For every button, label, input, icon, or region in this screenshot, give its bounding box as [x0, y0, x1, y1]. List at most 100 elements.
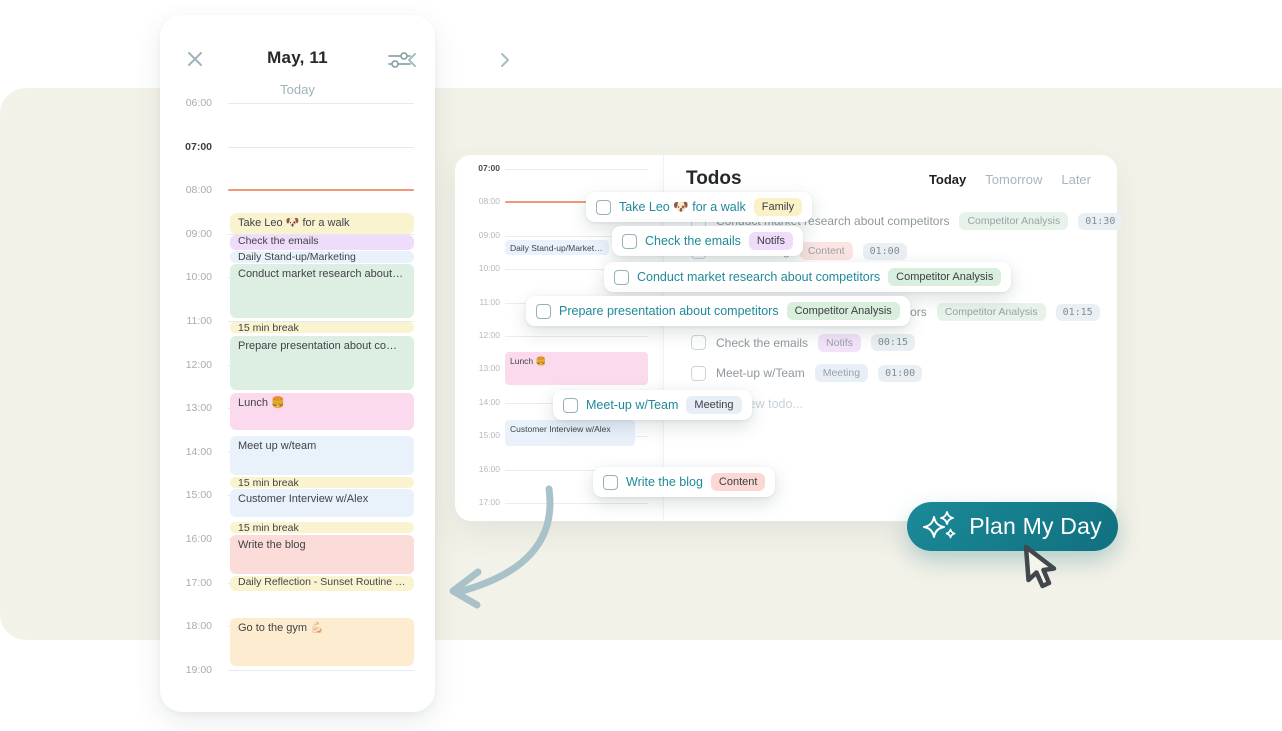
hour-label: 09:00: [478, 229, 500, 240]
calendar-event[interactable]: 15 min break: [230, 321, 414, 334]
chip-checkbox[interactable]: [622, 233, 637, 249]
todo-tag: Content: [799, 242, 853, 261]
todo-duration: 01:15: [1055, 303, 1100, 321]
hour-gridline: [228, 103, 414, 104]
hour-gridline: [505, 269, 648, 271]
calendar-event[interactable]: Daily Reflection - Sunset Routine 🌞: [230, 575, 414, 592]
tab-later[interactable]: Later: [1061, 172, 1091, 187]
calendar-event[interactable]: 15 min break: [230, 521, 414, 533]
hour-label: 08:00: [478, 196, 500, 207]
todo-label: Meet-up w/Team: [716, 366, 805, 380]
hour-label: 07:00: [478, 163, 500, 173]
chip-tag: Notifs: [748, 232, 793, 250]
chip-label: Write the blog: [626, 475, 703, 489]
hour-gridline: [505, 503, 648, 504]
calendar-event[interactable]: Customer Interview w/Alex: [505, 419, 635, 446]
hour-label: 17:00: [478, 497, 500, 507]
filter-settings-icon[interactable]: [388, 51, 411, 74]
todo-row[interactable]: Conduct market research about competitor…: [691, 209, 1123, 233]
hour-gridline: [505, 169, 648, 170]
hour-label: 18:00: [185, 620, 212, 633]
chevron-right-icon[interactable]: [499, 52, 511, 73]
todo-label: Check the emails: [716, 335, 809, 350]
chip-label: Conduct market research about competitor…: [637, 270, 881, 284]
todo-row[interactable]: Check the emails Notifs 00:15: [691, 331, 1101, 355]
hour-gridline: [505, 469, 648, 471]
hour-label: 13:00: [478, 363, 500, 374]
day-calendar-grid: 06:00 07:00 08:00 09:00 10:00 11:00 12:00 13:00…: [160, 15, 435, 712]
close-icon[interactable]: [185, 49, 205, 74]
chip-checkbox[interactable]: [536, 303, 551, 319]
tab-today[interactable]: Today: [928, 172, 967, 187]
calendar-event[interactable]: Go to the gym 💪🏻: [230, 618, 414, 667]
chip-checkbox[interactable]: [563, 397, 578, 413]
hour-label: 10:00: [185, 271, 212, 284]
hour-label: 16:00: [478, 463, 500, 474]
current-time-line: [505, 201, 648, 204]
hour-label: 11:00: [479, 296, 500, 307]
chip-checkbox[interactable]: [596, 199, 611, 215]
chip-tag: Competitor Analysis: [786, 302, 900, 320]
chip-label: Meet-up w/Team: [586, 398, 679, 412]
calendar-event[interactable]: 15 min break: [230, 477, 414, 488]
hour-label: 09:00: [185, 227, 212, 240]
day-view-panel: May, 11 Today 06:00 07:00 08:00 09:00 10:00 1…: [160, 15, 509, 712]
today-label: Today: [280, 82, 315, 97]
calendar-event[interactable]: Customer Interview w/Alex: [230, 489, 414, 518]
todo-tag: Competitor Analysis: [959, 212, 1069, 230]
hour-gridline: [228, 321, 414, 322]
hour-label: 14:00: [185, 445, 212, 458]
calendar-event[interactable]: Prepare presentation about competitors: [230, 335, 414, 390]
hour-label: 15:00: [185, 489, 212, 502]
todo-duration: 00:15: [870, 334, 915, 352]
calendar-event[interactable]: Meet up w/team: [230, 436, 414, 475]
chevron-left-icon[interactable]: [406, 52, 418, 73]
calendar-event[interactable]: Conduct market research about competitor…: [230, 264, 414, 318]
hour-label: 06:00: [185, 97, 212, 109]
calendar-event[interactable]: Daily Stand-up/Marketing: [230, 251, 414, 263]
hour-gridline: [228, 233, 414, 235]
todo-tag: Notifs: [818, 333, 861, 352]
todo-chip[interactable]: Check the emails Notifs: [612, 226, 803, 256]
chip-label: Prepare presentation about competitors: [559, 304, 779, 318]
todo-checkbox[interactable]: [691, 365, 706, 381]
tab-tomorrow[interactable]: Tomorrow: [985, 172, 1043, 187]
hour-label: 10:00: [478, 263, 500, 274]
todo-chip[interactable]: Write the blog Content: [593, 467, 776, 497]
todos-title: Todos: [686, 168, 742, 189]
todo-chip[interactable]: Prepare presentation about competitors Co…: [526, 296, 910, 326]
todo-checkbox[interactable]: [691, 335, 706, 351]
hour-label: 12:00: [185, 358, 212, 371]
plan-my-day-label: Plan My Day: [969, 513, 1102, 539]
hour-label: 13:00: [185, 402, 212, 415]
current-time-line: [228, 189, 414, 192]
calendar-event[interactable]: Lunch 🍔: [505, 352, 648, 386]
todo-chip[interactable]: Meet-up w/Team Meeting: [553, 390, 752, 420]
chip-label: Take Leo 🐶 for a walk: [619, 199, 746, 214]
hour-gridline: [505, 336, 648, 337]
hour-gridline: [228, 146, 414, 148]
hour-gridline: [228, 669, 414, 671]
todo-duration: 01:00: [878, 364, 923, 382]
chip-label: Check the emails: [645, 234, 741, 248]
calendar-event[interactable]: Take Leo 🐶 for a walk: [230, 213, 414, 234]
chip-checkbox[interactable]: [614, 269, 629, 285]
todos-tabs: Today Tomorrow Later: [929, 172, 1091, 187]
todos-header: Todos Today Tomorrow Later: [686, 168, 1091, 190]
todo-chip[interactable]: Take Leo 🐶 for a walk Family: [586, 192, 813, 222]
hour-label: 11:00: [186, 315, 213, 327]
chip-tag: Meeting: [686, 396, 742, 414]
hour-label: 15:00: [478, 430, 500, 441]
calendar-event[interactable]: Check the emails: [230, 235, 414, 250]
chip-checkbox[interactable]: [603, 474, 618, 490]
todo-row[interactable]: Meet-up w/Team Meeting 01:00: [691, 361, 1101, 385]
chip-tag: Competitor Analysis: [888, 268, 1002, 286]
hour-gridline: [505, 235, 648, 237]
todo-tag: Competitor Analysis: [936, 303, 1046, 322]
todo-chip[interactable]: Conduct market research about competitor…: [604, 262, 1012, 292]
calendar-event[interactable]: Write the blog: [230, 534, 414, 574]
calendar-event[interactable]: Daily Stand-up/Marketing: [505, 240, 609, 255]
calendar-event[interactable]: Lunch 🍔: [230, 392, 414, 430]
plan-my-day-button[interactable]: Plan My Day: [907, 502, 1118, 551]
